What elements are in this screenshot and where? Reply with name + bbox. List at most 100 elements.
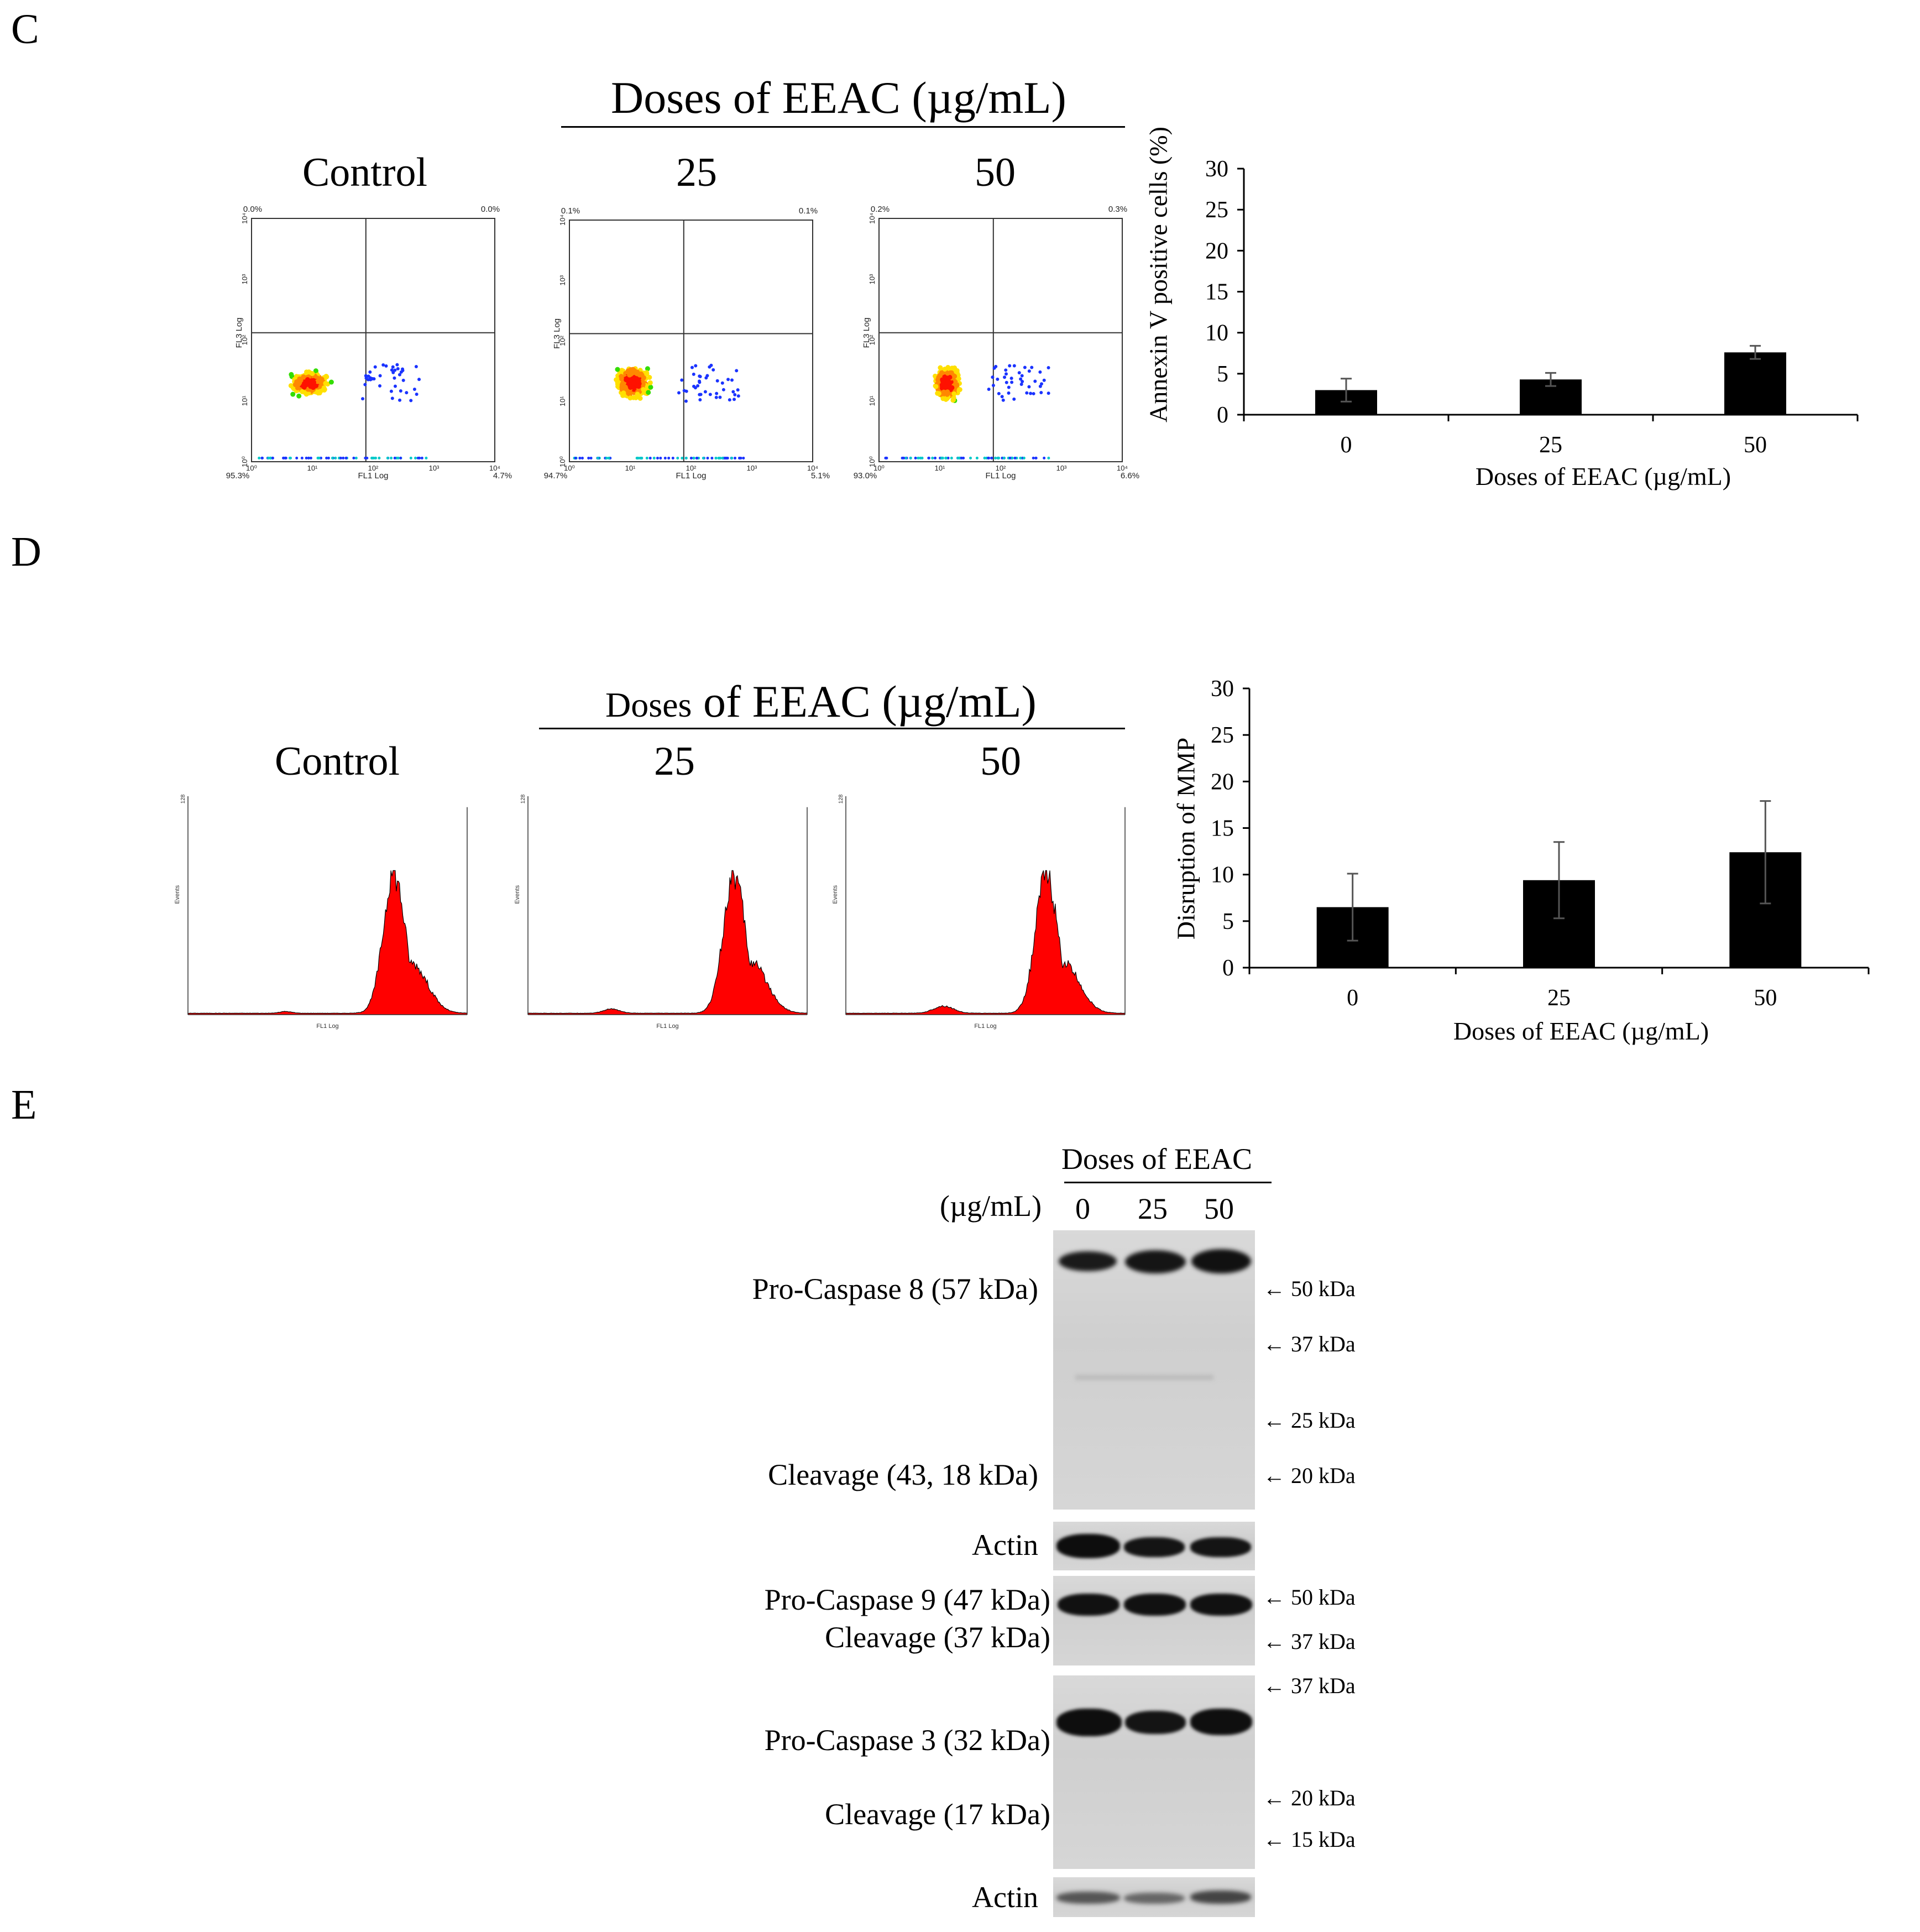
scatter-x-tick: 10² <box>686 464 697 472</box>
histogram-fill <box>528 870 807 1015</box>
scatter-dot <box>631 380 637 386</box>
band-actin1-lane1 <box>1056 1534 1120 1558</box>
scatter-dot-sparse <box>703 390 707 394</box>
panel-d-doses-line <box>539 728 1125 729</box>
quadrant-lr-pct: 4.7% <box>493 471 512 481</box>
scatter-dot-axis <box>692 456 695 459</box>
scatter-dot-sparse <box>1007 385 1011 389</box>
scatter-dot-sparse <box>693 386 697 390</box>
scatter-x-tick: 10³ <box>1056 464 1067 472</box>
mmp-y-label: Disruption of MMP <box>1171 737 1200 940</box>
x-tick-label-25: 25 <box>1547 985 1571 1011</box>
hist-y-max: 128 <box>180 794 186 803</box>
blot-doses-header: Doses of EEAC <box>1061 1142 1252 1176</box>
scatter-dot-axis <box>1002 456 1006 459</box>
scatter-y-label: FL3 Log <box>552 318 562 349</box>
hist-y-max: 128 <box>520 794 526 803</box>
panel-letter-c: C <box>11 6 39 53</box>
scatter-dot-axis <box>1019 456 1022 459</box>
scatter-x-tick: 10² <box>368 464 379 472</box>
scatter-dot-axis <box>334 456 337 459</box>
scatter-dot <box>646 390 651 395</box>
hist-x-label: FL1 Log <box>974 1023 996 1030</box>
scatter-dot-axis <box>884 456 887 459</box>
scatter-dot-sparse <box>364 374 368 378</box>
scatter-dot-axis <box>288 456 291 459</box>
scatter-dot <box>939 370 944 375</box>
x-tick-label-0: 0 <box>1347 985 1358 1011</box>
scatter-dot-sparse <box>391 365 395 369</box>
quadrant-ul-pct: 0.1% <box>561 206 580 216</box>
x-tick-label-0: 0 <box>1341 432 1352 458</box>
scatter-dot-axis <box>370 456 374 459</box>
scatter-dot <box>637 395 643 401</box>
blot-caspase8 <box>1053 1230 1255 1510</box>
scatter-dot <box>947 374 953 380</box>
scatter-dot-sparse <box>698 374 702 378</box>
scatter-dot-axis <box>409 456 412 459</box>
scatter-dot-sparse <box>363 383 367 387</box>
panel-letter-d: D <box>11 529 41 575</box>
scatter-dot <box>323 380 328 386</box>
scatter-dot-axis <box>724 456 728 459</box>
scatter-dot-axis <box>710 456 714 459</box>
scatter-dot <box>328 379 334 385</box>
quadrant-ll-pct: 93.0% <box>854 471 877 481</box>
scatter-dot-sparse <box>1021 380 1024 384</box>
scatter-dot-axis <box>969 456 972 459</box>
scatter-dot-sparse <box>1007 391 1011 395</box>
mmp-x-label: Doses of EEAC (µg/mL) <box>1453 1017 1709 1045</box>
scatter-dot-axis <box>721 456 724 459</box>
scatter-dot-sparse <box>414 365 418 369</box>
scatter-dot-sparse <box>721 388 725 391</box>
scatter-dot-axis <box>994 456 997 459</box>
annexin-bar-chart: 0 5 10 15 20 25 30 0 25 50 <box>1205 156 1859 458</box>
scatter-dot-sparse <box>1003 375 1007 379</box>
scatter-dot <box>946 380 951 385</box>
scatter-dot-sparse <box>728 398 731 402</box>
mmp-bar-chart: 0 5 10 15 20 25 30 0 25 50 <box>1211 676 1870 1011</box>
scatter-dot-axis <box>742 456 745 459</box>
scatter-dot-sparse <box>694 364 698 368</box>
scatter-dot-sparse <box>1023 365 1027 369</box>
scatter-dot-axis <box>587 456 590 459</box>
scatter-dot-sparse <box>1025 391 1029 395</box>
scatter-x-tick: 10⁰ <box>873 464 885 472</box>
scatter-dot-sparse <box>1020 374 1024 378</box>
scatter-dot <box>957 387 962 393</box>
label-procasp8: Pro-Caspase 8 (57 kDa) <box>752 1272 1038 1306</box>
scatter-dot-sparse <box>1033 379 1037 383</box>
histogram-outline <box>187 870 468 1015</box>
scatter-dot-sparse <box>397 373 401 377</box>
marker-50kda-1: ← 50 kDa <box>1263 1276 1356 1301</box>
scatter-dot-sparse <box>1038 370 1042 374</box>
scatter-dot-axis <box>904 456 907 459</box>
scatter-dot-axis <box>648 456 652 459</box>
scatter-dot <box>647 380 653 385</box>
label-cleav9: Cleavage (37 kDa) <box>825 1621 1050 1654</box>
scatter-dot <box>940 379 946 384</box>
scatter-y-tick: 10² <box>868 335 876 345</box>
scatter-dot-sparse <box>1029 391 1033 395</box>
scatter-dot <box>950 398 956 403</box>
blot-lane-50: 50 <box>1204 1192 1234 1225</box>
scatter-dot-sparse <box>395 363 399 367</box>
histogram-body <box>527 796 808 1015</box>
scatter-dot-axis <box>258 456 261 459</box>
scatter-dot-axis <box>944 456 948 459</box>
scatter-dot-sparse <box>718 395 722 399</box>
scatter-y-tick: 10¹ <box>558 396 567 406</box>
scatter-dot-axis <box>261 456 264 459</box>
scatter-dot-axis <box>695 456 699 459</box>
band-actin2-lane1 <box>1056 1892 1120 1904</box>
x-tick-label-50: 50 <box>1744 432 1767 458</box>
scatter-dot-sparse <box>417 378 421 382</box>
scatter-dot <box>627 385 633 390</box>
scatter-dot <box>641 375 646 380</box>
y-tick-label: 10 <box>1205 321 1228 346</box>
scatter-dot <box>615 367 620 372</box>
scatter-dot-axis <box>636 456 640 459</box>
scatter-dot-sparse <box>1042 378 1046 382</box>
scatter-dot-sparse <box>708 393 712 396</box>
x-tick-label-25: 25 <box>1539 432 1562 458</box>
